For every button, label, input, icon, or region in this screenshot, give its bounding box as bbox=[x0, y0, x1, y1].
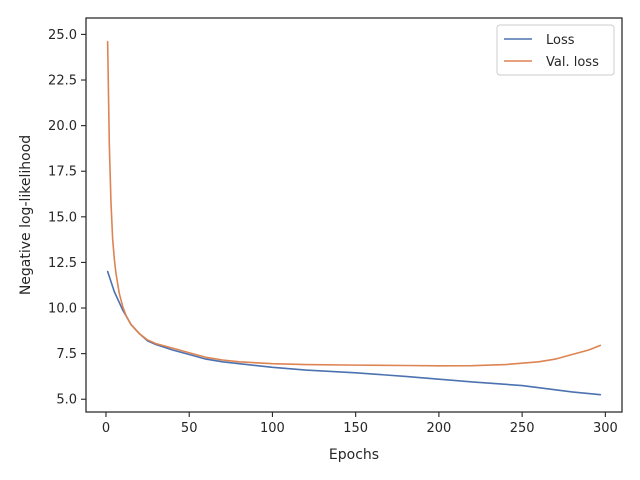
plot-frame bbox=[85, 17, 623, 413]
y-tick-label: 15.0 bbox=[48, 210, 77, 225]
series-line-1 bbox=[106, 40, 602, 367]
legend-label-loss: Loss bbox=[546, 33, 575, 48]
y-tick-label: 22.5 bbox=[48, 74, 77, 89]
x-tick-label: 100 bbox=[260, 421, 285, 436]
y-axis-label: Negative log-likelihood bbox=[18, 135, 34, 295]
y-axis: 5.0 7.5 10.0 12.5 15.0 17.5 20.0 22.5 25.0 bbox=[48, 28, 86, 408]
y-tick-label: 7.5 bbox=[56, 347, 77, 362]
y-tick-label: 25.0 bbox=[48, 28, 77, 43]
series-layer bbox=[106, 40, 602, 396]
legend-label-val-loss: Val. loss bbox=[546, 55, 599, 70]
y-tick-label: 20.0 bbox=[48, 119, 77, 134]
x-tick-label: 200 bbox=[426, 421, 451, 436]
x-tick-label: 250 bbox=[510, 421, 535, 436]
plot-area bbox=[86, 18, 622, 412]
legend: Loss Val. loss bbox=[496, 24, 615, 76]
y-tick-label: 12.5 bbox=[48, 256, 77, 271]
x-axis: 0 50 100 150 200 250 300 bbox=[102, 412, 618, 436]
x-tick-label: 150 bbox=[343, 421, 368, 436]
y-tick-label: 10.0 bbox=[48, 302, 77, 317]
x-tick-label: 300 bbox=[593, 421, 618, 436]
x-tick-label: 0 bbox=[102, 421, 110, 436]
legend-box bbox=[496, 24, 615, 76]
x-tick-label: 50 bbox=[181, 421, 198, 436]
y-tick-label: 17.5 bbox=[48, 165, 77, 180]
y-tick-label: 5.0 bbox=[56, 393, 77, 408]
x-axis-label: Epochs bbox=[329, 447, 379, 463]
